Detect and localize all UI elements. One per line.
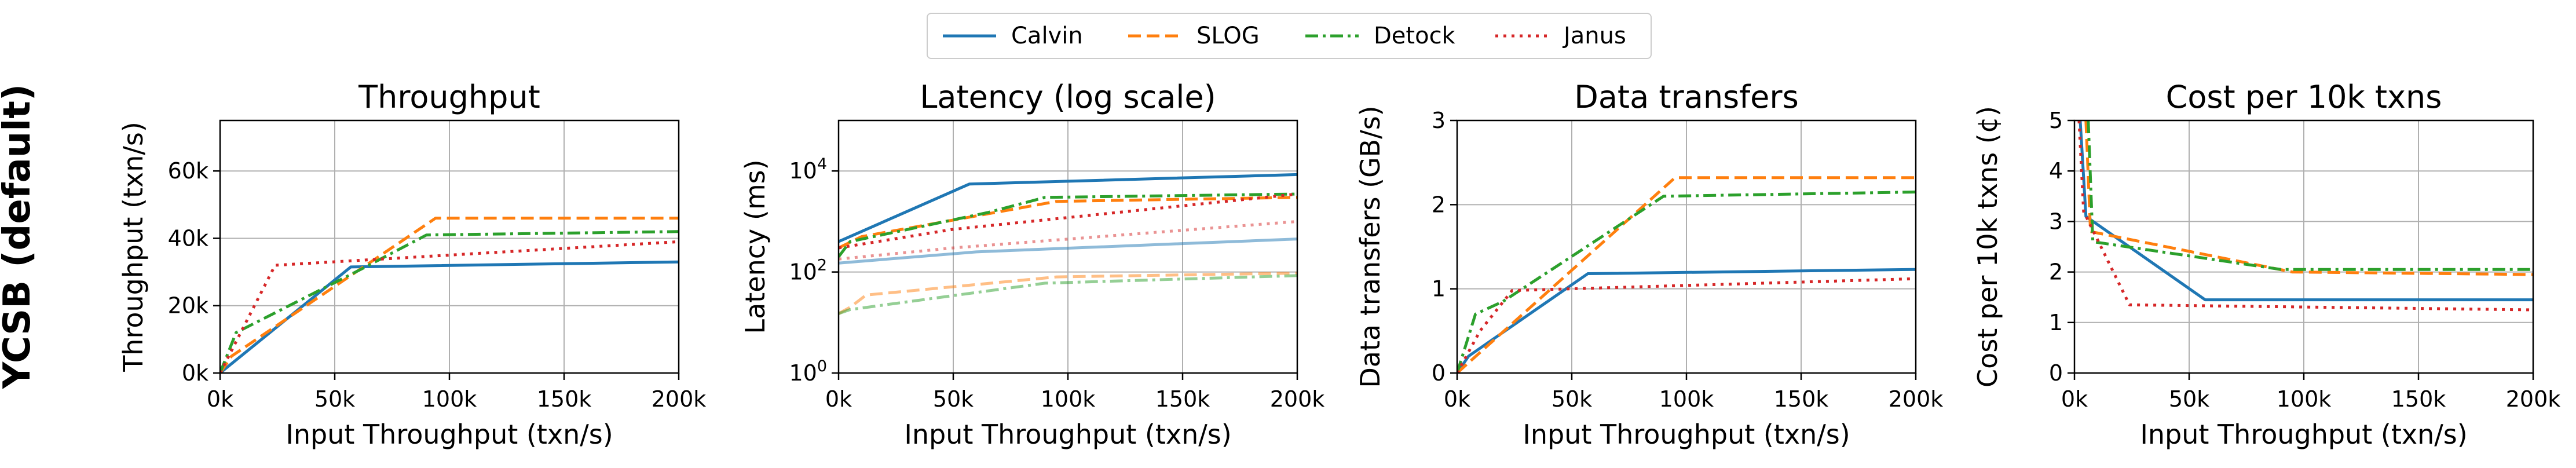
x-tick-label: 150k [537, 386, 592, 412]
y-tick-label: 100 [789, 357, 827, 386]
legend-label-calvin: Calvin [1011, 23, 1083, 49]
y-axis-label: Data transfers (GB/s) [1355, 105, 1386, 387]
series-line-slog [2084, 120, 2533, 276]
chart-panel-1: 0k 50k 100k 150k 200k 0k 20k 40k 60k Throughput In… [118, 79, 706, 450]
y-tick-label: 3 [1432, 108, 1446, 133]
chart-panel-4: 0k 50k 100k 150k 200k 0 1 2 3 4 5 Cost per 10k txns… [1972, 79, 2560, 450]
x-tick-label: 50k [1552, 386, 1592, 412]
row-label-container: YCSB (default) [0, 84, 64, 389]
legend-label-janus: Janus [1564, 23, 1626, 49]
series-line-dotted-faded [839, 220, 1297, 261]
x-tick-label: 0k [1444, 386, 1470, 412]
legend: Calvin SLOG Detock Janus [927, 13, 1652, 59]
y-tick-label-base: 10 [789, 259, 817, 285]
y-tick-label: 102 [789, 257, 827, 285]
legend-line-slog [1128, 34, 1181, 38]
y-tick-label: 60k [168, 158, 208, 184]
x-tick-label: 100k [2277, 386, 2332, 412]
y-tick-label: 5 [2049, 108, 2063, 133]
y-axis-label: Throughput (txn/s) [118, 122, 149, 372]
chart-title: Throughput [358, 79, 540, 115]
y-axis-label: Cost per 10k txns (¢) [1972, 106, 2003, 387]
x-tick-label: 100k [1041, 386, 1096, 412]
y-tick-label: 3 [2049, 209, 2063, 234]
chart-title: Data transfers [1574, 79, 1799, 115]
chart-title: Latency (log scale) [920, 79, 1216, 115]
x-tick-label: 100k [1659, 386, 1714, 412]
series-line-janus [839, 192, 1297, 250]
x-tick-label: 50k [314, 386, 355, 412]
legend-label-slog: SLOG [1196, 23, 1260, 49]
legend-line-detock [1305, 34, 1359, 38]
y-tick-label: 2 [2049, 259, 2063, 285]
x-axis-label: Input Throughput (txn/s) [2140, 419, 2467, 450]
legend-entry-janus: Janus [1495, 14, 1626, 58]
legend-entry-detock: Detock [1305, 14, 1455, 58]
y-tick-label-base: 10 [789, 158, 817, 184]
legend-line-janus [1495, 34, 1549, 38]
x-axis-label: Input Throughput (txn/s) [1523, 419, 1850, 450]
y-tick-label: 4 [2049, 158, 2063, 184]
x-tick-label: 200k [652, 386, 707, 412]
legend-label-detock: Detock [1374, 23, 1455, 49]
x-tick-label: 200k [1270, 386, 1325, 412]
y-tick-label: 0k [182, 360, 208, 386]
y-tick-label: 0 [1432, 360, 1446, 386]
y-tick-label-base: 10 [789, 360, 817, 386]
series-line-detock [2087, 120, 2533, 271]
x-tick-label: 150k [1155, 386, 1210, 412]
series-line-calvin [220, 260, 679, 373]
series-line-janus [220, 240, 679, 373]
x-axis-label: Input Throughput (txn/s) [904, 419, 1231, 450]
legend-line-calvin [943, 34, 996, 38]
legend-entry-slog: SLOG [1128, 14, 1260, 58]
x-tick-label: 150k [1774, 386, 1829, 412]
x-tick-label: 50k [933, 386, 974, 412]
series-line-slog [839, 196, 1297, 250]
y-axis-label: Latency (ms) [740, 159, 771, 334]
x-tick-label: 0k [825, 386, 852, 412]
x-tick-label: 100k [422, 386, 477, 412]
x-axis-label: Input Throughput (txn/s) [286, 419, 613, 450]
series-line-detock [1457, 191, 1916, 373]
series-line-janus [2077, 120, 2533, 312]
series-line-calvin [839, 173, 1297, 243]
series-line-slog [1457, 176, 1916, 373]
x-tick-label: 200k [1889, 386, 1944, 412]
series-line-detock [220, 230, 679, 373]
x-tick-label: 0k [207, 386, 233, 412]
chart-title: Cost per 10k txns [2166, 79, 2442, 115]
series-line-detock [839, 192, 1297, 258]
y-tick-label: 1 [1432, 276, 1446, 302]
y-tick-label-exponent: 4 [817, 155, 827, 173]
x-tick-label: 200k [2506, 386, 2561, 412]
y-tick-label: 40k [168, 225, 208, 251]
chart-panel-3: 0k 50k 100k 150k 200k 0 1 2 3 Data transfers Input… [1355, 79, 1943, 450]
y-tick-label: 1 [2049, 310, 2063, 335]
row-label: YCSB (default) [0, 83, 39, 389]
x-tick-label: 0k [2061, 386, 2088, 412]
series-line-dashdot-faded [839, 274, 1297, 315]
x-tick-label: 50k [2169, 386, 2209, 412]
y-tick-label-exponent: 2 [817, 257, 827, 275]
series-line-calvin [2079, 120, 2533, 302]
y-tick-label: 20k [168, 293, 208, 319]
y-tick-label: 104 [789, 155, 827, 184]
y-tick-label: 2 [1432, 192, 1446, 217]
legend-entry-calvin: Calvin [943, 14, 1083, 58]
x-tick-label: 150k [2391, 386, 2446, 412]
y-tick-label-exponent: 0 [817, 357, 827, 375]
series-line-janus [1457, 277, 1916, 373]
y-tick-label: 0 [2049, 360, 2063, 386]
series-line-solid-faded [839, 237, 1297, 265]
